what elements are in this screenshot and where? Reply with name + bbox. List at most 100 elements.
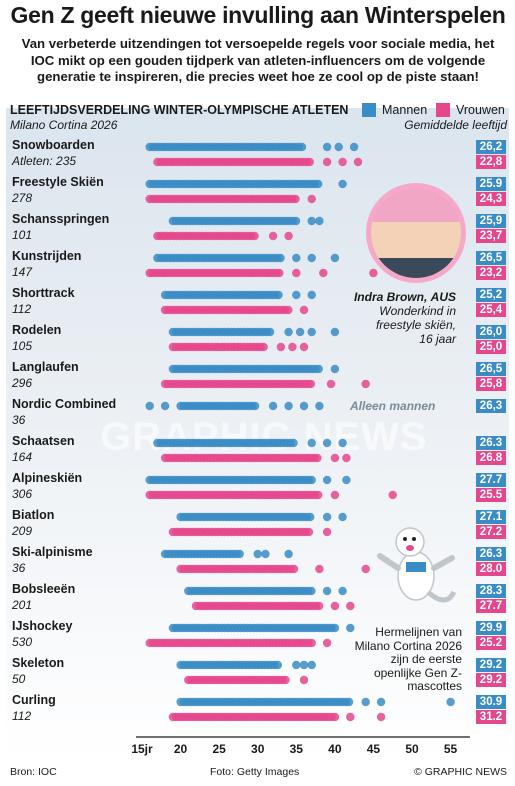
women-dot-outlier: [322, 157, 332, 167]
men-dot: [250, 401, 260, 411]
men-dot: [330, 623, 340, 633]
avg-age-men: 25.9: [476, 177, 506, 191]
men-dot-outlier: [307, 290, 316, 300]
avg-age-men: 26,5: [476, 251, 506, 265]
chart-title: LEEFTIJDSVERDELING WINTER-OLYMPISCHE ATL…: [10, 103, 349, 117]
women-dot-outlier: [319, 268, 328, 278]
x-tick-label: 25: [212, 742, 226, 756]
men-dot-outlier: [284, 549, 293, 559]
athlete-count: 209: [12, 524, 33, 538]
legend-label-men: Mannen: [382, 103, 428, 117]
men-dot-outlier: [292, 660, 301, 670]
footer-copyright: © GRAPHIC NEWS: [414, 766, 507, 778]
men-dot: [314, 364, 323, 374]
athlete-count: 306: [12, 487, 33, 501]
women-dot: [314, 490, 323, 500]
legend-women: Vrouwen: [436, 103, 505, 117]
men-dot-outlier: [284, 327, 293, 337]
men-dot-outlier: [307, 216, 316, 226]
men-dot: [235, 549, 244, 559]
women-dot: [330, 712, 340, 722]
athlete-count: 101: [12, 228, 33, 242]
avg-age-men: 25,2: [476, 288, 506, 302]
men-dot-outlier: [342, 475, 351, 485]
avg-age-women: 27.2: [476, 525, 506, 539]
men-dot-outlier: [145, 401, 154, 411]
avg-age-women: 26.8: [476, 451, 506, 465]
chart-subtitle: Milano Cortina 2026: [10, 118, 118, 132]
men-dot-outlier: [338, 512, 347, 522]
men-dot-outlier: [307, 660, 316, 670]
avg-age-women: 29.2: [476, 673, 506, 687]
women-dot-outlier: [315, 564, 324, 574]
footer-photo-credit: Foto: Getty Images: [210, 766, 300, 778]
men-dot-outlier: [338, 586, 347, 596]
women-dot: [259, 342, 268, 352]
men-dot: [265, 327, 275, 337]
avg-age-men: 26,3: [476, 399, 506, 413]
men-dot-outlier: [292, 253, 301, 263]
women-dot-outlier: [338, 157, 347, 167]
women-dot-outlier: [388, 490, 397, 500]
x-tick-label: 50: [405, 742, 419, 756]
avg-age-women: 25.5: [476, 488, 506, 502]
men-dot: [291, 216, 301, 226]
women-dot-outlier: [361, 379, 370, 389]
avg-age-women: 24,3: [476, 192, 506, 206]
athlete-count: 147: [12, 265, 33, 279]
athlete-name: Indra Brown, AUS: [330, 290, 456, 304]
women-dot-outlier: [299, 305, 309, 315]
sport-label: Ski-alpinisme: [12, 545, 93, 559]
sport-label: Rodelen: [12, 323, 62, 337]
x-tick-label: 45: [366, 742, 381, 756]
legend-men: Mannen: [362, 103, 427, 117]
women-dot-outlier: [292, 268, 301, 278]
men-dot-outlier: [338, 179, 347, 189]
avg-age-women: 25.2: [476, 636, 506, 650]
women-dot: [305, 157, 314, 167]
women-dot: [313, 453, 322, 463]
sport-label: IJshockey: [12, 619, 73, 633]
men-dot-outlier: [268, 401, 278, 411]
avg-age-women: 25,8: [476, 377, 506, 391]
women-dot-outlier: [369, 268, 378, 278]
men-dot-outlier: [322, 512, 332, 522]
women-dot-outlier: [288, 342, 297, 352]
x-tick-label: 35: [289, 742, 303, 756]
avg-age-men: 26,0: [476, 325, 506, 339]
athlete-count: 201: [12, 598, 33, 612]
women-dot-outlier: [299, 342, 309, 352]
x-tick-label: 40: [328, 742, 342, 756]
women-dot-outlier: [342, 453, 351, 463]
women-dot-outlier: [346, 712, 355, 722]
men-dot-outlier: [322, 142, 332, 152]
avg-age-men: 28.3: [476, 584, 506, 598]
men-dot-outlier: [315, 401, 324, 411]
men-dot-outlier: [361, 697, 370, 707]
sport-label: Skeleton: [12, 656, 65, 670]
sport-label: Biatlon: [12, 508, 55, 522]
subtitle-line: IOC mikt op een gouden tijdperk van atle…: [30, 52, 486, 68]
women-dot-outlier: [361, 564, 370, 574]
avg-age-women: 23,2: [476, 266, 506, 280]
men-dot-outlier: [307, 438, 316, 448]
men-dot-outlier: [160, 401, 170, 411]
women-dot-outlier: [330, 601, 340, 611]
legend-swatch-women: [436, 103, 450, 117]
athlete-count: 36: [12, 561, 26, 575]
legend-swatch-men: [362, 103, 376, 117]
x-tick-label: 15jr: [131, 742, 153, 756]
men-dot: [274, 290, 283, 300]
women-dot: [291, 194, 300, 204]
women-dot-outlier: [322, 527, 332, 537]
men-dot-outlier: [284, 401, 293, 411]
men-dot-outlier: [307, 253, 316, 263]
men-dot-outlier: [253, 549, 262, 559]
women-dot: [250, 231, 259, 241]
sport-label: Schaatsen: [12, 434, 75, 448]
athlete-caption-line: Wonderkind in: [379, 304, 456, 318]
avg-age-women: 28.0: [476, 562, 506, 576]
men-dot-outlier: [307, 327, 316, 337]
avg-age-men: 30.9: [476, 695, 506, 709]
